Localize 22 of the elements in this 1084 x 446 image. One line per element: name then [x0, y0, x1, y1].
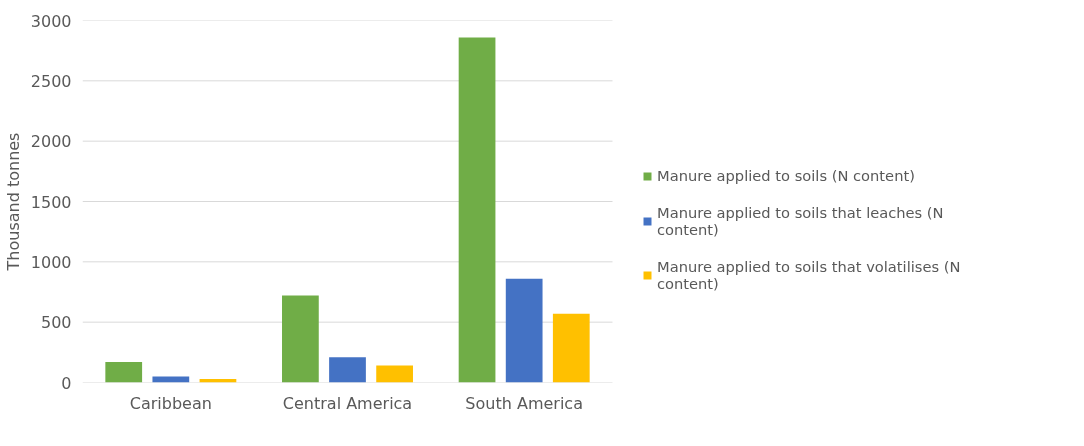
- bar: [505, 278, 543, 383]
- x-tick-label: Caribbean: [129, 393, 212, 413]
- x-tick-label: South America: [465, 393, 583, 413]
- y-tick-label: 2000: [30, 132, 72, 152]
- y-axis-title: Thousand tonnes: [3, 132, 23, 272]
- legend-label: Manure applied to soils that volatilises (N content): [657, 258, 961, 292]
- legend-label: Manure applied to soils (N content): [657, 167, 915, 184]
- bar: [282, 295, 319, 383]
- y-tick-label: 500: [40, 313, 72, 333]
- bar: [552, 313, 590, 383]
- bar: [376, 365, 413, 383]
- y-tick-label: 1500: [30, 192, 72, 212]
- bar: [458, 37, 496, 383]
- bar: [152, 376, 190, 383]
- bar: [105, 361, 143, 383]
- legend-label: Manure applied to soils that leaches (N content): [657, 204, 944, 238]
- y-tick-label: 0: [61, 373, 72, 393]
- bar: [329, 357, 366, 383]
- x-tick-label: Central America: [282, 393, 413, 413]
- y-tick-label: 2500: [30, 71, 72, 91]
- y-tick-label: 1000: [30, 252, 72, 272]
- y-tick-label: 3000: [30, 11, 72, 31]
